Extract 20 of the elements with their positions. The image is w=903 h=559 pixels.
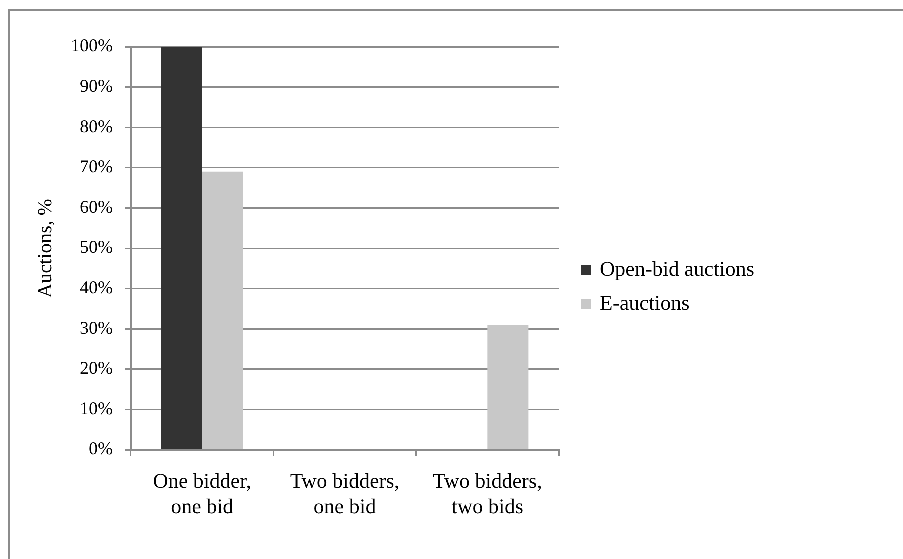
y-tick-label: 20% [80, 358, 113, 378]
y-axis-title: Auctions, % [34, 199, 56, 298]
bar [161, 47, 202, 450]
y-tick-label: 80% [80, 116, 113, 136]
y-tick-label: 0% [89, 438, 113, 459]
bar [202, 172, 244, 450]
legend-label: E-auctions [600, 291, 690, 316]
x-tick-label: Two bidders, one bid [290, 469, 400, 518]
x-tick-label: One bidder, one bid [153, 469, 252, 518]
y-tick-label: 90% [80, 76, 113, 96]
y-tick-label: 30% [80, 318, 113, 338]
y-tick-label: 60% [80, 196, 113, 217]
y-tick-label: 40% [80, 278, 113, 298]
x-tick-label: Two bidders, two bids [432, 469, 542, 518]
bar [488, 325, 529, 450]
y-tick-label: 50% [80, 237, 113, 258]
legend-label: Open-bid auctions [600, 257, 755, 282]
y-tick-label: 70% [80, 156, 113, 177]
y-tick-label: 100% [71, 36, 113, 56]
y-tick-label: 10% [80, 398, 113, 418]
